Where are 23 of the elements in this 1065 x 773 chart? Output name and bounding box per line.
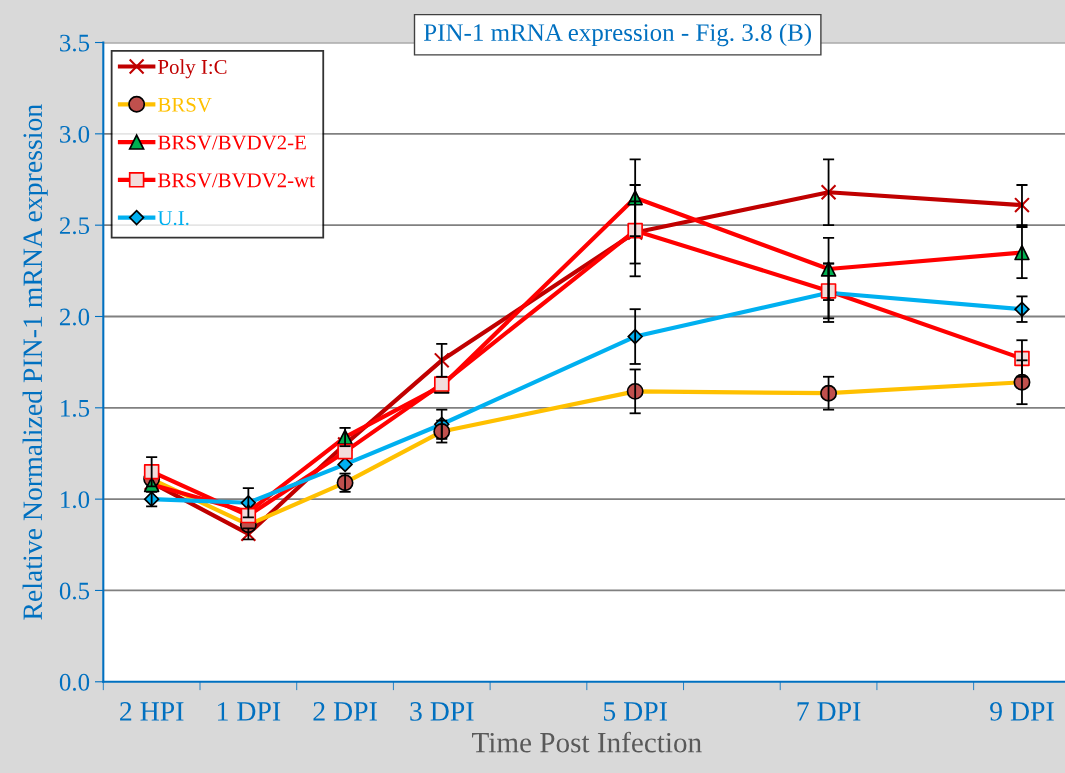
legend-label: BRSV: [158, 97, 212, 112]
legend-label: BRSV/BVDV2-wt: [158, 173, 315, 188]
y-tick-label: 1.5: [61, 399, 90, 417]
legend-label: Poly I:C: [158, 59, 227, 79]
x-tick-label: 2 HPI: [120, 702, 184, 721]
x-axis-title: Time Post Infection: [472, 731, 702, 753]
y-tick-label: 3.5: [60, 34, 90, 52]
y-tick-label: 2.5: [59, 217, 90, 235]
y-axis-title: Relative Normalized PIN-1 mRNA expression: [22, 104, 48, 620]
x-tick-label: 5 DPI: [603, 702, 667, 721]
x-tick-label: 1 DPI: [218, 702, 281, 721]
y-tick-label: 0.5: [59, 582, 90, 600]
y-tick-label: 0.0: [59, 673, 90, 691]
x-tick-label: 2 DPI: [313, 702, 377, 721]
x-tick-label: 9 DPI: [990, 702, 1054, 721]
x-tick-label: 3 DPI: [410, 702, 474, 721]
x-tick-label: 7 DPI: [797, 702, 861, 721]
y-tick-label: 2.0: [59, 308, 90, 326]
legend-label: U.I.: [157, 211, 189, 226]
chart-title: PIN-1 mRNA expression - Fig. 3.8 (B): [423, 23, 812, 47]
y-tick-label: 1.0: [61, 491, 90, 509]
legend-label: BRSV/BVDV2-E: [158, 135, 306, 150]
y-tick-label: 3.0: [60, 125, 90, 143]
